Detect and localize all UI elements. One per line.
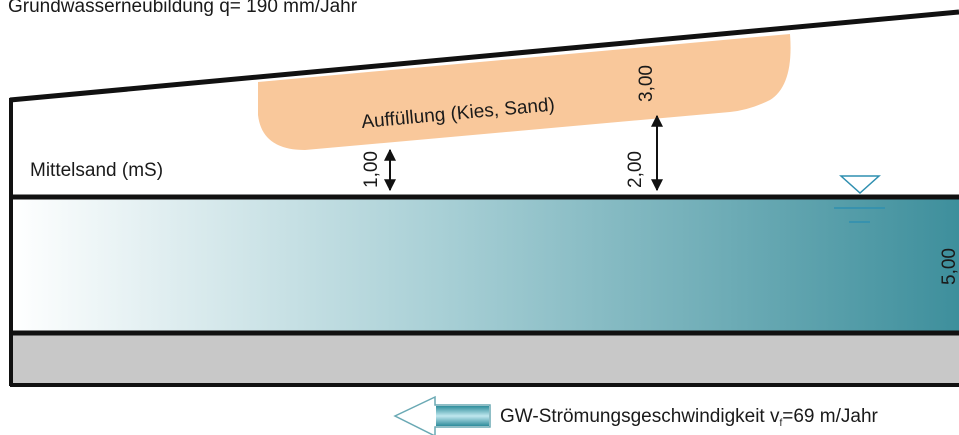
max-distance: 2,00 xyxy=(625,151,646,188)
flow-arrow-body xyxy=(436,406,489,426)
fill-thickness: 3,00 xyxy=(636,65,657,102)
water-level-symbol xyxy=(841,176,879,193)
aquifer xyxy=(10,199,959,332)
aquifer-thickness: 5,00 xyxy=(939,248,959,285)
flow-label: GW-Strömungsgeschwindigkeit vf=69 m/Jahr xyxy=(500,406,879,429)
diagram: Grundwasserneubildung q= 190 mm/Jahr Auf… xyxy=(0,0,959,435)
flow-value: =69 m/Jahr xyxy=(782,406,878,427)
recharge-title: Grundwasserneubildung q= 190 mm/Jahr xyxy=(8,0,358,17)
sand-label: Mittelsand (mS) xyxy=(30,160,163,181)
base-layer xyxy=(10,335,959,384)
min-distance: 1,00 xyxy=(361,151,382,188)
flow-text: GW-Strömungsgeschwindigkeit v xyxy=(500,406,780,427)
